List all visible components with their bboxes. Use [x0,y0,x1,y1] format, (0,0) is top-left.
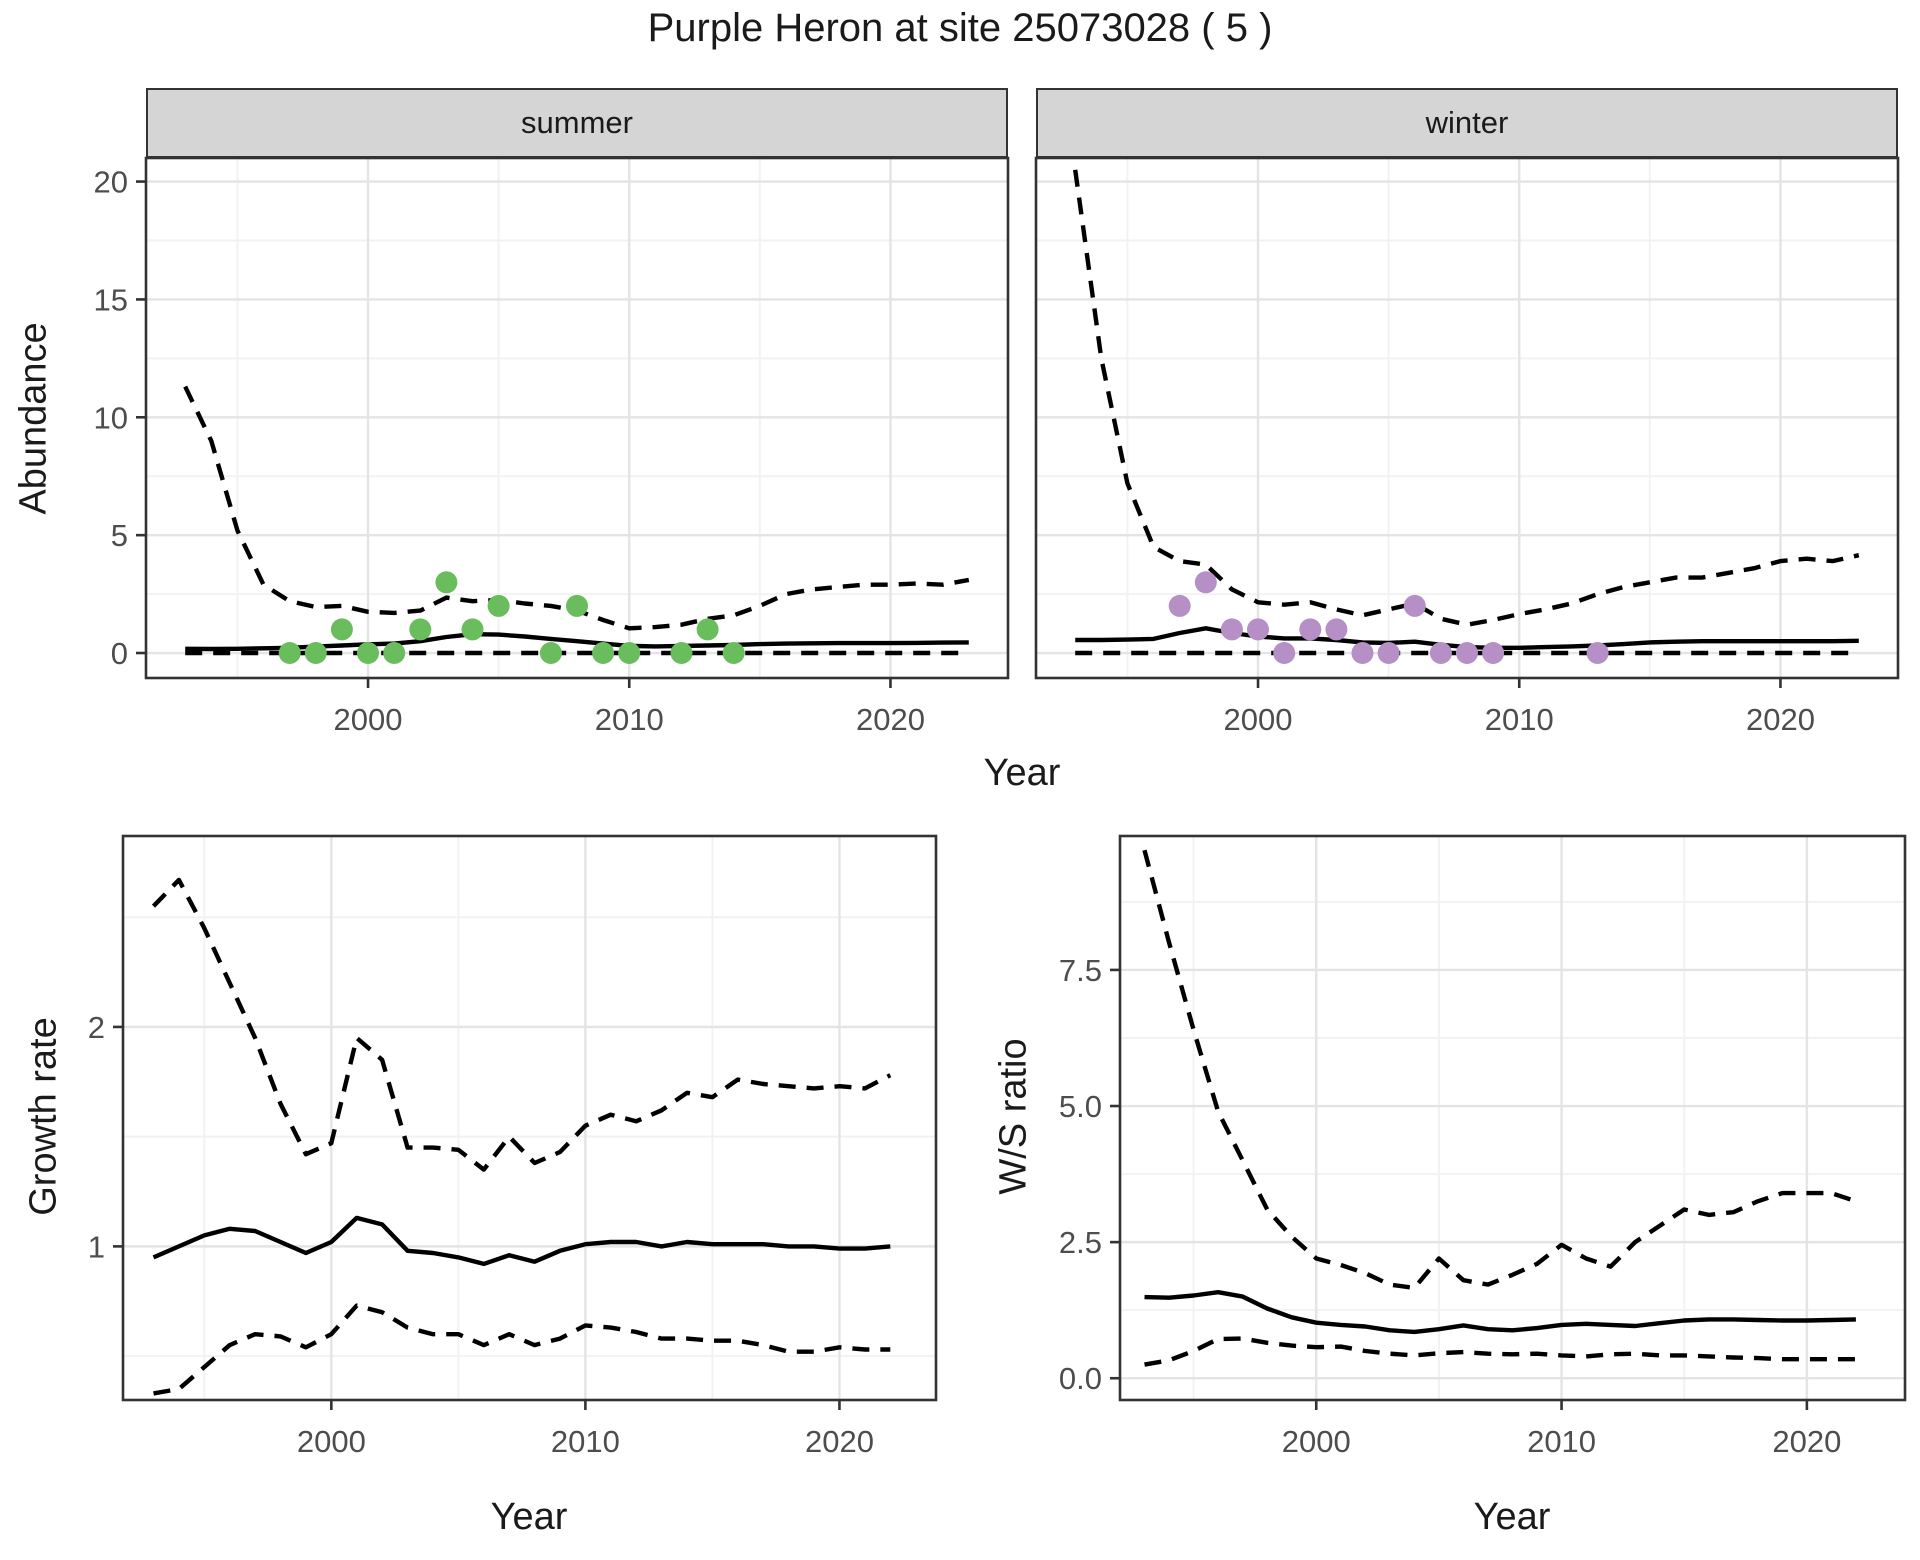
observed_counts-point-abundance-winter [1325,618,1348,641]
x-tick-label-growth-rate: 2010 [551,1424,620,1459]
facet-strip-summer-label: summer [521,105,633,140]
mean-line-ws-ratio [1144,1289,1856,1335]
lower_95ci-line-ws-ratio [1144,1336,1856,1367]
facet-strip-winter: winter [1036,88,1898,158]
y-tick-label-ws-ratio: 7.5 [1059,953,1102,988]
x-axis-title-year-top: Year [983,752,1061,794]
x-tick-label-abundance-summer: 2020 [856,702,925,737]
observed_counts-point-abundance-winter [1586,642,1609,664]
upper_95ci-line-abundance-winter [1073,169,1860,627]
y-axis-title-growth-rate: Growth rate [22,1017,65,1216]
x-tick-label-abundance-summer: 2000 [334,702,403,737]
x-tick-label-growth-rate: 2020 [805,1424,874,1459]
observed_counts-point-abundance-summer [696,618,719,641]
y-tick-label-ws-ratio: 5.0 [1059,1089,1102,1124]
upper_95ci-line-growth-rate [151,877,892,1172]
mean-line-growth-rate [152,1215,891,1267]
y-tick-label-abundance-summer: 10 [94,400,128,435]
observed_counts-point-abundance-winter [1377,642,1400,664]
observed_counts-point-abundance-winter [1299,618,1322,641]
x-axis-title-year-ws: Year [1473,1496,1551,1538]
observed_counts-point-abundance-summer [330,618,353,641]
observed_counts-point-abundance-winter [1429,642,1452,664]
panel-border-ws-ratio [1118,834,1907,1402]
y-tick-label-abundance-summer: 20 [94,165,128,200]
observed_counts-point-abundance-winter [1273,642,1296,664]
observed_counts-point-abundance-summer [592,642,615,664]
observed_counts-point-abundance-summer [435,571,458,594]
y-tick-label-growth-rate: 2 [88,1010,105,1045]
observed_counts-point-abundance-summer [383,642,406,664]
x-tick-label-ws-ratio: 2000 [1282,1424,1351,1459]
observed_counts-point-abundance-summer [461,618,484,641]
panel-bg-growth-rate [123,836,936,1400]
observed_counts-point-abundance-winter [1403,594,1426,617]
observed_counts-point-abundance-winter [1220,618,1243,641]
observed_counts-point-abundance-winter [1247,618,1269,641]
y-tick-label-growth-rate: 1 [88,1229,105,1264]
x-tick-label-ws-ratio: 2020 [1772,1424,1841,1459]
plot-title: Purple Heron at site 25073028 ( 5 ) [647,6,1273,50]
y-tick-label-abundance-summer: 5 [111,518,128,553]
y-axis-title-abundance: Abundance [12,322,55,515]
observed_counts-point-abundance-winter [1351,642,1374,664]
observed_counts-point-abundance-winter [1456,642,1478,664]
observed_counts-point-abundance-summer [278,642,301,664]
observed_counts-point-abundance-summer [670,642,693,664]
y-tick-label-ws-ratio: 2.5 [1059,1225,1102,1260]
y-tick-label-abundance-summer: 15 [94,282,128,317]
observed_counts-point-abundance-summer [304,642,327,664]
lower_95ci-line-growth-rate [153,1303,891,1396]
upper_95ci-line-ws-ratio [1142,849,1857,1291]
observed_counts-point-abundance-summer [357,642,379,664]
panel-border-abundance-winter [1034,156,1900,680]
facet-strip-winter-label: winter [1425,105,1509,140]
observed_counts-point-abundance-summer [618,642,641,664]
x-tick-label-abundance-winter: 2010 [1485,702,1554,737]
observed_counts-point-abundance-winter [1482,642,1505,664]
y-tick-label-abundance-summer: 0 [111,636,128,671]
observed_counts-point-abundance-summer [487,594,510,617]
x-tick-label-ws-ratio: 2010 [1527,1424,1596,1459]
observed_counts-point-abundance-summer [539,642,562,664]
panel-border-growth-rate [121,834,938,1402]
panel-bg-ws-ratio [1120,836,1905,1400]
x-tick-label-growth-rate: 2000 [297,1424,366,1459]
x-axis-title-year-growth: Year [490,1496,568,1538]
observed_counts-point-abundance-summer [722,642,745,664]
x-tick-label-abundance-summer: 2010 [595,702,664,737]
y-tick-label-ws-ratio: 0.0 [1059,1361,1102,1396]
observed_counts-point-abundance-summer [409,618,432,641]
y-axis-title-ws-ratio: W/S ratio [992,1038,1035,1195]
facet-strip-summer: summer [146,88,1008,158]
x-tick-label-abundance-winter: 2020 [1746,702,1815,737]
observed_counts-point-abundance-winter [1194,571,1217,594]
observed_counts-point-abundance-summer [566,594,588,617]
x-tick-label-abundance-winter: 2000 [1224,702,1293,737]
observed_counts-point-abundance-winter [1168,594,1191,617]
